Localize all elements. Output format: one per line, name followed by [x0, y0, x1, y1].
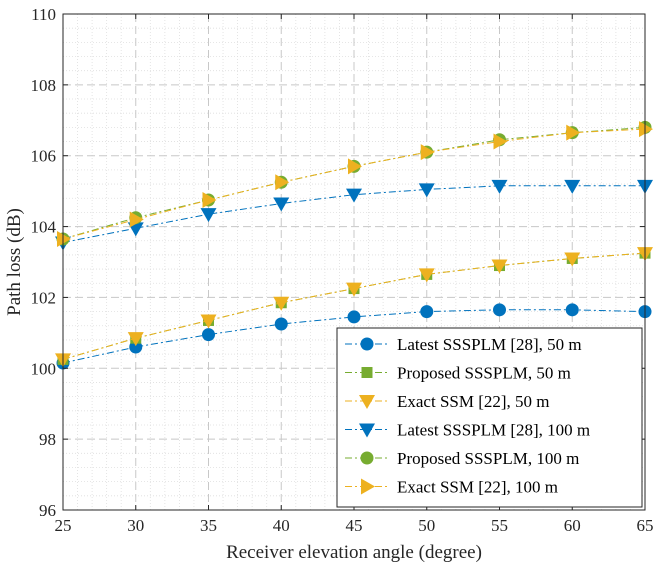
data-point — [564, 179, 581, 194]
legend-marker — [360, 451, 374, 465]
legend-marker — [359, 395, 375, 409]
data-point — [420, 305, 434, 319]
legend-label: Exact SSM [22], 50 m — [397, 392, 550, 411]
x-tick-label: 60 — [564, 516, 581, 535]
axis-ticks: 25 30 35 40 45 50 55 60 65 96 98 100 102 104 106 108 110 — [31, 5, 654, 535]
data-point — [418, 268, 435, 283]
x-tick-label: 40 — [273, 516, 290, 535]
x-tick-label: 55 — [491, 516, 508, 535]
data-point — [491, 179, 508, 194]
y-tick-label: 108 — [31, 76, 57, 95]
data-point — [564, 252, 581, 267]
legend-marker — [360, 337, 374, 351]
data-point — [348, 158, 362, 175]
y-tick-label: 106 — [31, 147, 57, 166]
x-axis-title: Receiver elevation angle (degree) — [226, 542, 482, 563]
y-axis-title: Path loss (dB) — [4, 208, 25, 316]
legend-label: Exact SSM [22], 100 m — [397, 478, 558, 497]
legend-entry: Latest SSSPLM [28], 100 m — [345, 421, 590, 440]
y-tick-label: 110 — [31, 5, 56, 24]
x-tick-label: 65 — [637, 516, 654, 535]
series-line — [62, 252, 646, 360]
legend-marker — [361, 478, 375, 495]
data-point — [420, 144, 435, 161]
y-tick-label: 100 — [31, 359, 57, 378]
y-tick-label: 102 — [31, 288, 57, 307]
data-point — [418, 183, 435, 198]
x-tick-label: 30 — [127, 516, 144, 535]
legend-box — [336, 327, 643, 508]
legend-marker — [361, 367, 373, 378]
legend-entry: Proposed SSSPLM, 50 m — [345, 364, 571, 383]
data-point — [275, 174, 290, 191]
data-point — [129, 211, 144, 228]
legend-entry: Proposed SSSPLM, 100 m — [345, 449, 579, 468]
x-tick-label: 45 — [346, 516, 363, 535]
series-6 — [57, 121, 653, 247]
data-point — [202, 192, 217, 208]
series-line — [62, 128, 646, 240]
data-point — [493, 303, 506, 317]
data-point — [493, 133, 508, 150]
y-tick-label: 98 — [39, 430, 56, 449]
data-point — [273, 296, 290, 311]
data-point — [57, 230, 71, 247]
legend-label: Proposed SSSPLM, 100 m — [397, 449, 579, 468]
data-point — [347, 310, 361, 324]
data-point — [346, 282, 362, 297]
data-point — [127, 332, 144, 347]
data-point — [273, 197, 290, 212]
data-point — [491, 259, 508, 274]
legend-label: Latest SSSPLM [28], 50 m — [397, 335, 582, 354]
legend-label: Latest SSSPLM [28], 100 m — [397, 421, 590, 440]
legend-label: Proposed SSSPLM, 50 m — [397, 364, 571, 383]
series-layer — [55, 120, 653, 370]
data-point — [200, 314, 217, 329]
y-tick-label: 96 — [39, 501, 56, 520]
data-point — [639, 121, 653, 138]
grid — [63, 14, 645, 510]
data-point — [202, 328, 215, 342]
legend: Latest SSSPLM [28], 50 m Proposed SSSPLM,… — [336, 327, 643, 508]
data-point — [565, 303, 579, 317]
data-point — [566, 124, 581, 141]
y-tick-label: 104 — [31, 218, 57, 237]
legend-entry: Exact SSM [22], 100 m — [345, 478, 558, 497]
x-tick-label: 50 — [418, 516, 435, 535]
legend-entry: Latest SSSPLM [28], 50 m — [345, 335, 582, 354]
x-tick-label: 25 — [55, 516, 72, 535]
legend-marker — [359, 423, 375, 438]
data-point — [346, 188, 362, 203]
data-point — [200, 208, 217, 223]
data-point — [129, 340, 143, 354]
x-tick-label: 35 — [200, 516, 217, 535]
data-point — [274, 317, 288, 331]
legend-entry: Exact SSM [22], 50 m — [345, 392, 550, 411]
